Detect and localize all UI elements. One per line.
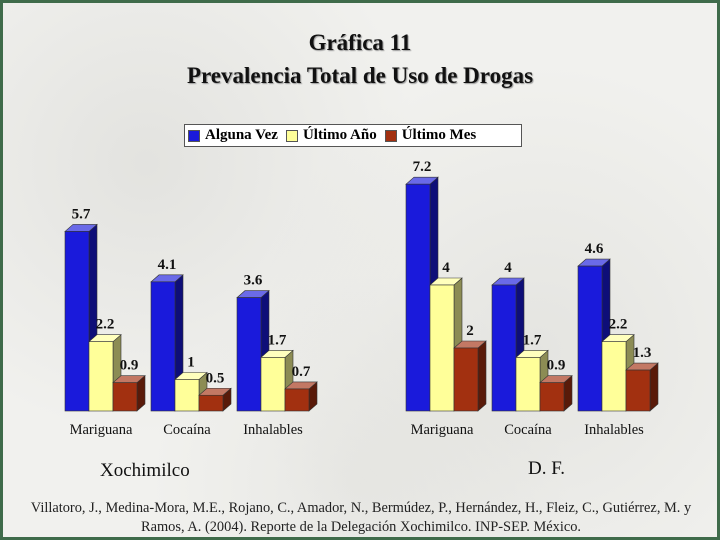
data-label: 2.2 bbox=[609, 317, 628, 333]
bar-ultimo-mes bbox=[625, 362, 659, 412]
bar-front bbox=[515, 357, 541, 412]
bar-ultimo-mes bbox=[284, 381, 318, 412]
data-label: 4.1 bbox=[158, 257, 177, 273]
bar-front bbox=[429, 284, 455, 412]
chart-canvas: 5.7 2.2 0.9 Mariguana 4.1 1 0.5 Cocaína 3.6 1.7 0.… bbox=[64, 159, 659, 438]
category-label: Mariguana bbox=[70, 422, 133, 438]
data-label: 1 bbox=[187, 355, 195, 371]
bar-front bbox=[198, 394, 224, 412]
bar-front bbox=[405, 183, 431, 412]
bar-side bbox=[477, 340, 487, 412]
legend-swatch-yellow bbox=[285, 129, 298, 142]
category-label: Mariguana bbox=[411, 422, 474, 438]
category-label: Cocaína bbox=[504, 422, 552, 438]
bar-front bbox=[174, 379, 200, 412]
data-label: 1.3 bbox=[633, 345, 652, 361]
category-label: Inhalables bbox=[243, 422, 303, 438]
bar-side bbox=[649, 362, 659, 412]
legend-label: Alguna Vez bbox=[205, 127, 278, 143]
bar-front bbox=[625, 369, 651, 412]
bar-front bbox=[577, 265, 603, 412]
legend-item-ultimo-mes: Último Mes bbox=[384, 127, 477, 144]
chart-subtitle: Prevalencia Total de Uso de Drogas bbox=[186, 63, 534, 88]
bar-front bbox=[150, 281, 176, 412]
bar-front bbox=[260, 357, 286, 412]
category-label: Inhalables bbox=[584, 422, 644, 438]
bar-front bbox=[453, 347, 479, 412]
bar-front bbox=[64, 231, 90, 412]
data-label: 1.7 bbox=[268, 332, 287, 348]
bar-front bbox=[601, 341, 627, 412]
data-label: 4 bbox=[504, 260, 512, 276]
panel-label-xochimilco: Xochimilco bbox=[100, 460, 190, 481]
category-label: Cocaína bbox=[163, 422, 211, 438]
bar-ultimo-ano bbox=[88, 334, 122, 412]
bar-front bbox=[539, 382, 565, 412]
bar-ultimo-mes bbox=[198, 387, 232, 412]
data-label: 2.2 bbox=[96, 317, 115, 333]
bar-front bbox=[284, 388, 310, 412]
legend-label: Último Año bbox=[302, 127, 377, 143]
legend: Alguna Vez Último Año Último Mes bbox=[184, 124, 522, 147]
bar-front bbox=[236, 297, 262, 412]
data-label: 2 bbox=[466, 323, 474, 339]
data-label: 1.7 bbox=[523, 332, 542, 348]
bar-front bbox=[112, 382, 138, 412]
bar-ultimo-mes bbox=[112, 374, 146, 412]
data-label: 5.7 bbox=[72, 206, 91, 222]
bar-front bbox=[88, 341, 114, 412]
data-label: 3.6 bbox=[244, 273, 263, 289]
source-citation: Villatoro, J., Medina-Mora, M.E., Rojano… bbox=[30, 500, 692, 535]
data-label: 0.5 bbox=[206, 370, 225, 386]
panel-label-df: D. F. bbox=[528, 458, 566, 479]
data-label: 4.6 bbox=[585, 241, 604, 257]
legend-item-ultimo-ano: Último Año bbox=[285, 127, 377, 144]
data-label: 0.9 bbox=[120, 358, 139, 374]
legend-swatch-red bbox=[384, 129, 397, 142]
bar-ultimo-mes bbox=[453, 340, 487, 412]
bar-ultimo-mes bbox=[539, 374, 573, 412]
chart-panel-df: 7.2 4 2 Mariguana 4 1.7 0.9 Cocaína 4.6 2.2 1.3 Inh… bbox=[405, 159, 659, 438]
legend-swatch-blue bbox=[188, 129, 200, 142]
chart-panel-xochimilco: 5.7 2.2 0.9 Mariguana 4.1 1 0.5 Cocaína 3.6 1.7 0.… bbox=[64, 206, 318, 438]
data-label: 4 bbox=[442, 260, 450, 276]
data-label: 0.9 bbox=[547, 358, 566, 374]
data-label: 7.2 bbox=[413, 159, 432, 175]
bar-alguna-vez bbox=[491, 277, 525, 412]
legend-item-alguna-vez: Alguna Vez bbox=[188, 127, 278, 144]
data-label: 0.7 bbox=[292, 364, 311, 380]
chart-title: Gráfica 11 bbox=[308, 30, 412, 55]
legend-label: Último Mes bbox=[401, 127, 477, 143]
bar-front bbox=[491, 284, 517, 412]
